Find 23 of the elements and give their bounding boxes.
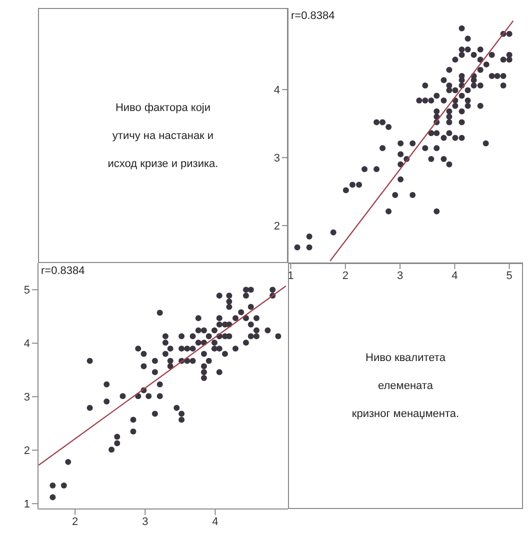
y-tick-label: 3 — [24, 392, 30, 404]
x-tick-label: 3 — [396, 270, 404, 282]
y-tick-label: 2 — [274, 220, 280, 233]
text: Ниво квалитета — [366, 352, 446, 364]
text: елемената — [378, 380, 433, 392]
text: кризног менаџмента. — [352, 408, 460, 420]
y-tick-label: 3 — [274, 152, 280, 165]
x-tick-label: 2 — [72, 516, 78, 528]
x-tick-label: 5 — [506, 270, 512, 282]
y-tick-label: 2 — [24, 445, 30, 458]
x-tick-label: 2 — [342, 270, 348, 282]
y-tick-label: 5 — [24, 284, 30, 297]
y-tick-label: 1 — [24, 498, 30, 511]
x-tick-label: 4 — [212, 516, 218, 528]
text: Ниво фактора који — [115, 102, 211, 114]
x-tick-label: 3 — [142, 516, 148, 528]
x-tick-label: 4 — [452, 270, 458, 282]
annotation: r=0.8384 — [41, 265, 85, 277]
text: исход кризе и ризика. — [108, 158, 218, 170]
y-tick-label: 4 — [274, 84, 280, 97]
text: утичу на настанак и — [112, 130, 214, 142]
annotation: r=0.8384 — [291, 10, 335, 22]
y-tick-label: 4 — [24, 338, 30, 350]
